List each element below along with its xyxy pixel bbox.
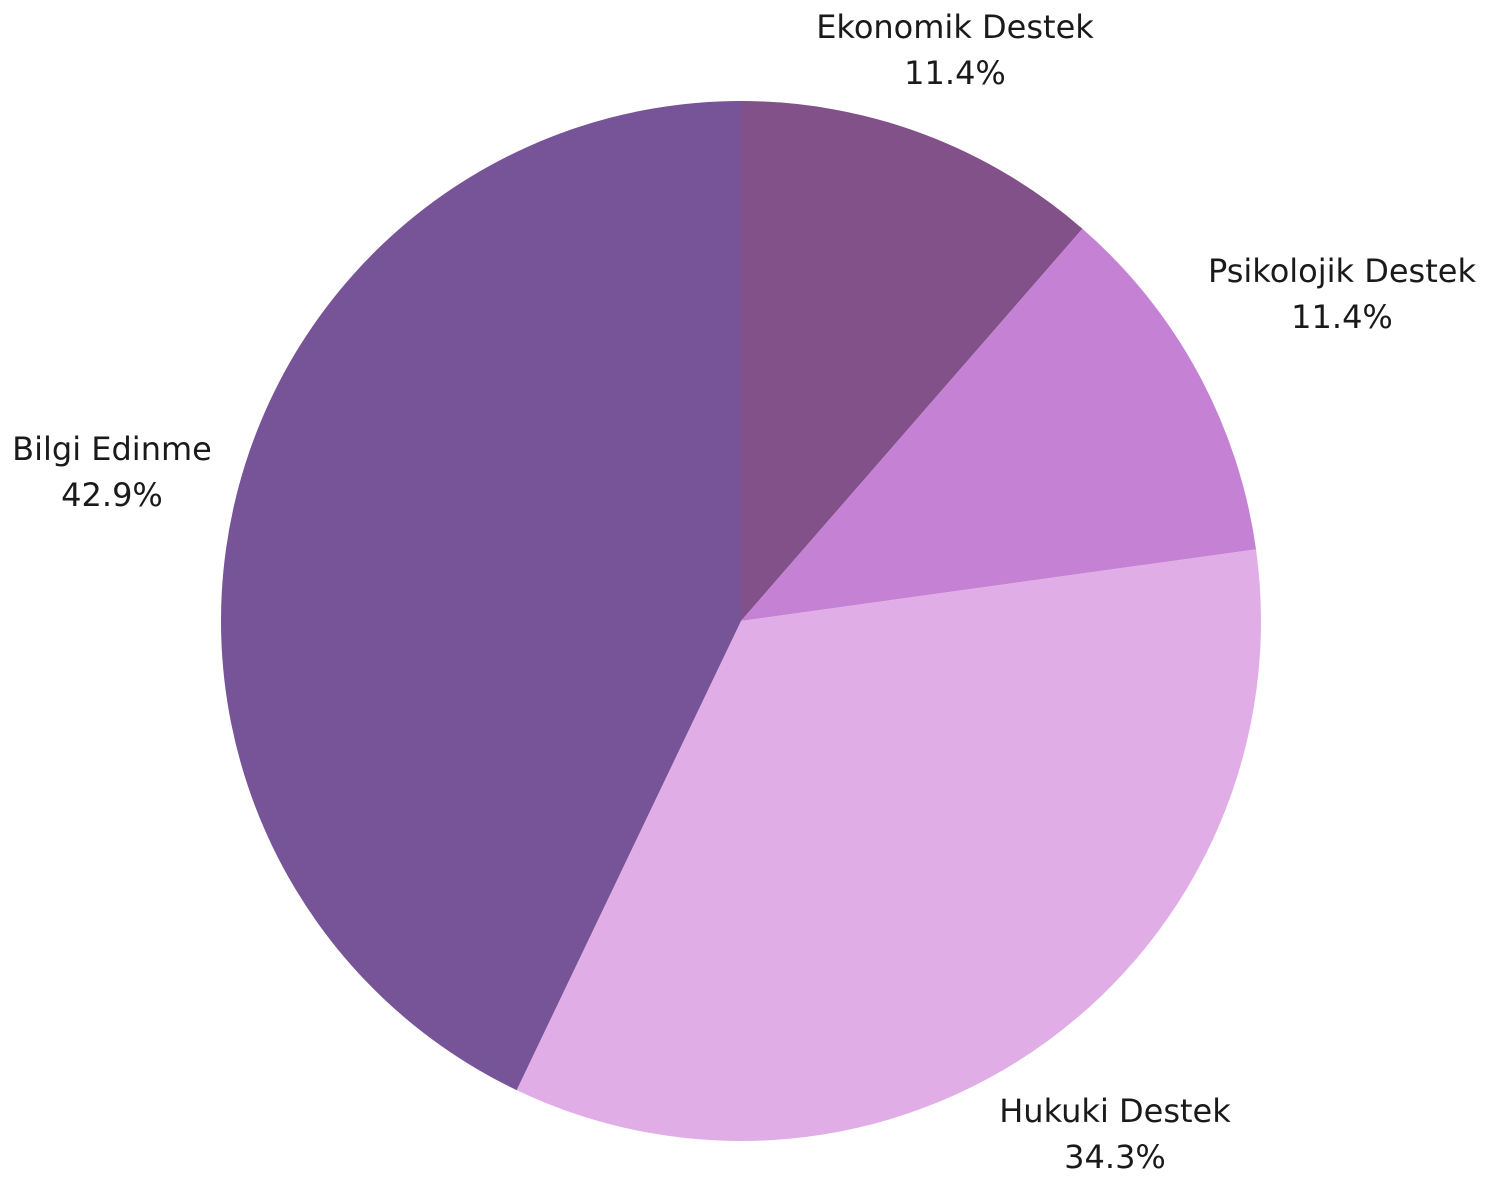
slice-percent-label: 34.3% (1064, 1138, 1166, 1176)
slice-label: Psikolojik Destek (1208, 252, 1476, 290)
pie-slice-psikolojik-destek (741, 228, 1257, 621)
slice-percent-label: 11.4% (1291, 298, 1393, 336)
slice-label: Hukuki Destek (999, 1092, 1231, 1130)
slice-percent-label: 11.4% (904, 54, 1006, 92)
slice-label: Ekonomik Destek (816, 8, 1094, 46)
pie-slice-bilgi-edinme (220, 101, 741, 1091)
slice-percent-label: 42.9% (61, 476, 163, 514)
pie-labels: Ekonomik Destek 11.4% Psikolojik Destek 11.… (12, 8, 1476, 1176)
slice-label: Bilgi Edinme (12, 430, 212, 468)
pie-slice-ekonomik-destek (741, 101, 1083, 621)
pie-slice-hukuki-destek (516, 549, 1261, 1141)
pie-slices (220, 101, 1261, 1141)
